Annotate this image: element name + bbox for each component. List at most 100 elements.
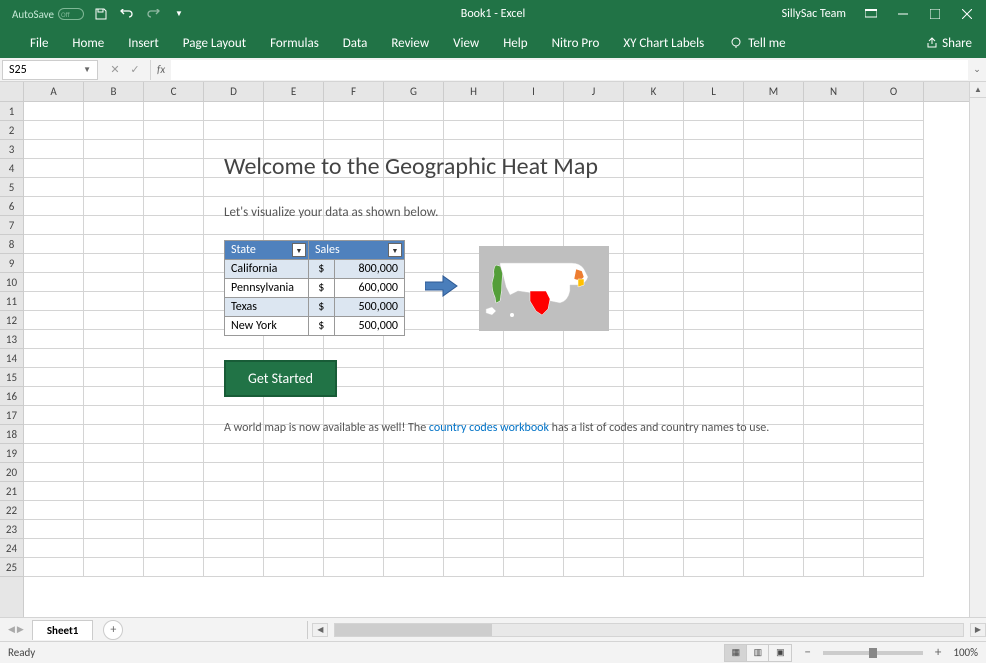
autosave-state: Off xyxy=(58,8,84,20)
column-header[interactable]: J xyxy=(564,82,624,101)
row-header[interactable]: 13 xyxy=(0,330,23,349)
zoom-out-icon[interactable]: − xyxy=(800,645,814,660)
row-header[interactable]: 4 xyxy=(0,159,23,178)
column-header[interactable]: N xyxy=(804,82,864,101)
cancel-icon[interactable]: ✕ xyxy=(106,63,124,76)
row-header[interactable]: 20 xyxy=(0,463,23,482)
view-page-break-icon[interactable]: ▣ xyxy=(769,645,791,661)
name-box[interactable]: S25 ▼ xyxy=(2,60,98,80)
table-row: New York$500,000 xyxy=(225,317,405,336)
row-header[interactable]: 12 xyxy=(0,311,23,330)
formula-input[interactable] xyxy=(171,60,968,80)
tab-file[interactable]: File xyxy=(18,28,60,58)
get-started-button[interactable]: Get Started xyxy=(224,360,337,397)
row-header[interactable]: 25 xyxy=(0,558,23,577)
scroll-up-icon[interactable]: ▲ xyxy=(970,82,986,98)
row-header[interactable]: 7 xyxy=(0,216,23,235)
fx-label[interactable]: fx xyxy=(151,63,171,76)
share-button[interactable]: Share xyxy=(926,36,986,51)
tab-review[interactable]: Review xyxy=(379,28,441,58)
filter-dropdown-icon[interactable]: ▼ xyxy=(388,243,402,257)
tab-insert[interactable]: Insert xyxy=(116,28,171,58)
sheet-next-icon[interactable]: ▶ xyxy=(17,624,24,635)
ribbon-tabs: File Home Insert Page Layout Formulas Da… xyxy=(0,28,986,58)
hscroll-left-icon[interactable]: ◀ xyxy=(312,623,328,637)
row-header[interactable]: 16 xyxy=(0,387,23,406)
tab-view[interactable]: View xyxy=(441,28,491,58)
name-box-dropdown-icon[interactable]: ▼ xyxy=(83,65,91,75)
filter-dropdown-icon[interactable]: ▼ xyxy=(292,243,306,257)
column-header[interactable]: L xyxy=(684,82,744,101)
row-header[interactable]: 15 xyxy=(0,368,23,387)
qa-customize-icon[interactable]: ▼ xyxy=(170,5,188,23)
row-header[interactable]: 5 xyxy=(0,178,23,197)
row-header[interactable]: 17 xyxy=(0,406,23,425)
undo-icon[interactable] xyxy=(118,5,136,23)
country-codes-link[interactable]: country codes workbook xyxy=(429,421,549,435)
column-header[interactable]: B xyxy=(84,82,144,101)
row-header[interactable]: 6 xyxy=(0,197,23,216)
hscroll-right-icon[interactable]: ▶ xyxy=(970,623,986,637)
row-header[interactable]: 24 xyxy=(0,539,23,558)
autosave-toggle[interactable]: AutoSave Off xyxy=(12,8,84,21)
row-header[interactable]: 19 xyxy=(0,444,23,463)
row-header[interactable]: 11 xyxy=(0,292,23,311)
column-header[interactable]: F xyxy=(324,82,384,101)
save-icon[interactable] xyxy=(92,5,110,23)
enter-icon[interactable]: ✓ xyxy=(126,63,144,76)
tab-page-layout[interactable]: Page Layout xyxy=(171,28,258,58)
ribbon-options-icon[interactable] xyxy=(856,2,886,26)
redo-icon[interactable] xyxy=(144,5,162,23)
row-header[interactable]: 21 xyxy=(0,482,23,501)
column-header[interactable]: H xyxy=(444,82,504,101)
sheet-prev-icon[interactable]: ◀ xyxy=(8,624,15,635)
tab-home[interactable]: Home xyxy=(60,28,116,58)
close-icon[interactable] xyxy=(952,2,982,26)
row-header[interactable]: 23 xyxy=(0,520,23,539)
row-header[interactable]: 22 xyxy=(0,501,23,520)
tab-formulas[interactable]: Formulas xyxy=(258,28,331,58)
row-header[interactable]: 8 xyxy=(0,235,23,254)
tab-data[interactable]: Data xyxy=(331,28,380,58)
welcome-subtitle: Let's visualize your data as shown below… xyxy=(224,205,924,220)
row-header[interactable]: 10 xyxy=(0,273,23,292)
row-header[interactable]: 14 xyxy=(0,349,23,368)
maximize-icon[interactable] xyxy=(920,2,950,26)
welcome-title: Welcome to the Geographic Heat Map xyxy=(224,152,924,181)
vertical-scrollbar[interactable]: ▲ xyxy=(969,82,986,617)
horizontal-scrollbar[interactable] xyxy=(334,623,964,637)
view-normal-icon[interactable]: ▦ xyxy=(725,645,747,661)
minimize-icon[interactable] xyxy=(888,2,918,26)
select-all-corner[interactable] xyxy=(0,82,23,102)
share-label: Share xyxy=(942,36,972,51)
row-header[interactable]: 9 xyxy=(0,254,23,273)
tab-xy-chart-labels[interactable]: XY Chart Labels xyxy=(611,28,716,58)
add-sheet-icon[interactable]: + xyxy=(103,620,123,640)
column-header[interactable]: I xyxy=(504,82,564,101)
grid-main: ABCDEFGHIJKLMNO Welcome to the Geographi… xyxy=(24,82,969,617)
view-page-layout-icon[interactable]: ▥ xyxy=(747,645,769,661)
row-header[interactable]: 18 xyxy=(0,425,23,444)
column-header[interactable]: K xyxy=(624,82,684,101)
titlebar-left: AutoSave Off ▼ xyxy=(0,5,188,23)
user-name[interactable]: SillySac Team xyxy=(782,7,846,21)
column-header[interactable]: D xyxy=(204,82,264,101)
row-header[interactable]: 2 xyxy=(0,121,23,140)
tab-help[interactable]: Help xyxy=(491,28,539,58)
sheet-tab-active[interactable]: Sheet1 xyxy=(32,620,94,640)
zoom-in-icon[interactable]: + xyxy=(931,645,945,660)
arrow-icon xyxy=(425,274,459,303)
tab-nitro-pro[interactable]: Nitro Pro xyxy=(540,28,612,58)
row-header[interactable]: 1 xyxy=(0,102,23,121)
column-header[interactable]: C xyxy=(144,82,204,101)
column-header[interactable]: E xyxy=(264,82,324,101)
zoom-slider[interactable] xyxy=(823,651,923,655)
column-header[interactable]: A xyxy=(24,82,84,101)
zoom-level[interactable]: 100% xyxy=(953,646,978,659)
column-header[interactable]: O xyxy=(864,82,924,101)
tell-me[interactable]: Tell me xyxy=(730,36,785,51)
formula-expand-icon[interactable]: ⌄ xyxy=(968,64,986,75)
column-header[interactable]: G xyxy=(384,82,444,101)
column-header[interactable]: M xyxy=(744,82,804,101)
row-header[interactable]: 3 xyxy=(0,140,23,159)
